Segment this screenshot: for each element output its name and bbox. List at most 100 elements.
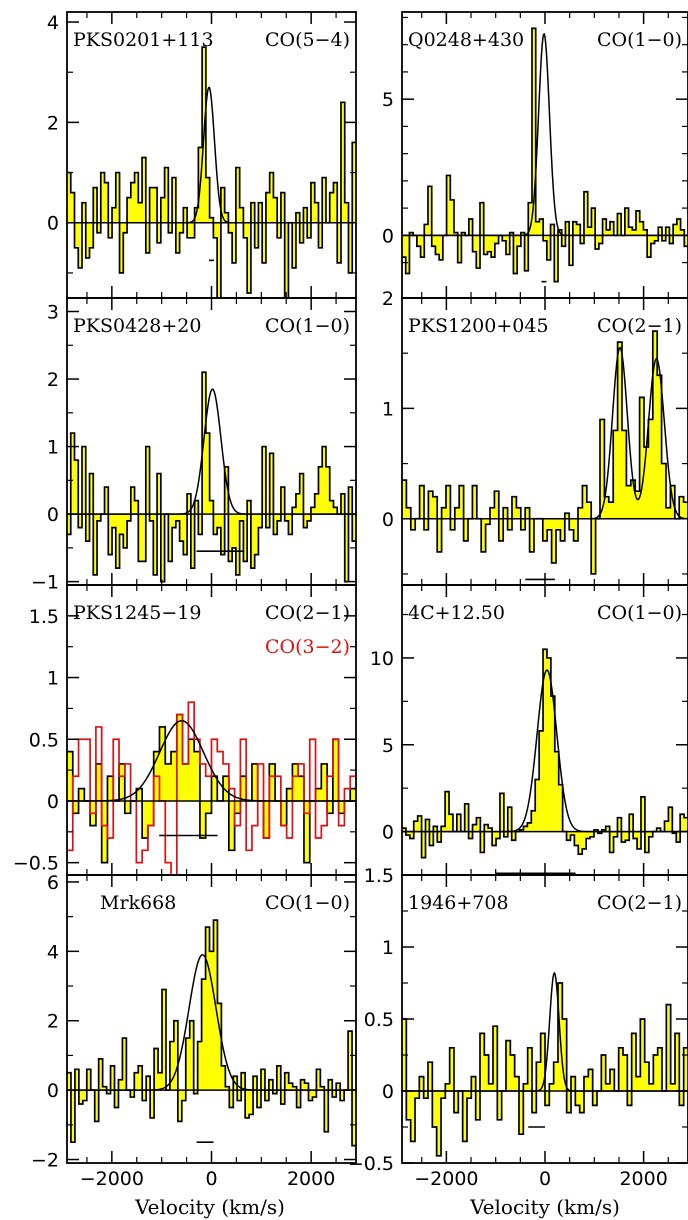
spectrum-bar — [437, 831, 442, 843]
spectrum-bar — [532, 1091, 537, 1113]
spectrum-bar — [565, 221, 570, 236]
spectrum-bar — [463, 518, 468, 541]
gaussian-fit-curve — [402, 346, 688, 520]
spectrum-bar — [194, 751, 200, 801]
spectrum-bar — [157, 222, 161, 243]
spectrum-bar — [629, 814, 634, 832]
spectrum-bar — [187, 222, 191, 238]
spectrum-bar — [617, 213, 622, 236]
spectrum-bar — [648, 831, 653, 837]
spectrum-bar — [176, 714, 183, 801]
spectrum-bar — [644, 831, 649, 853]
plot-area — [67, 46, 356, 298]
spectrum-bar — [127, 197, 131, 223]
x-tick-label: −2000 — [414, 1168, 478, 1190]
spectrum-bar — [450, 199, 454, 236]
spectrum-bar — [159, 726, 166, 801]
spectrum-bar — [158, 1072, 163, 1091]
panel-2: 0 5 Q0248+430 CO(1−0) — [382, 11, 688, 299]
spectrum-bar — [454, 232, 458, 236]
spectrum-bar — [268, 1079, 273, 1091]
spectrum-bar — [595, 235, 599, 249]
spectrum-bar — [134, 500, 139, 515]
spectrum-bar — [553, 1062, 558, 1091]
spectrum-bar — [604, 496, 609, 519]
spectrum-bar — [112, 207, 116, 223]
spectrum-bar — [292, 763, 299, 801]
spectrum-bar — [410, 518, 416, 530]
spectrum-bar — [89, 222, 94, 248]
spectrum-bar — [441, 1091, 446, 1099]
spectrum-bar — [175, 514, 180, 521]
spectrum-outline — [67, 371, 356, 583]
gaussian-fit-curve — [67, 954, 356, 1091]
spectrum-bar — [519, 829, 524, 832]
spectrum-bar — [550, 224, 555, 236]
spectrum-bar — [446, 485, 451, 519]
spectrum-bar — [115, 172, 120, 223]
spectrum-bar — [580, 235, 584, 244]
spectrum-bar — [514, 1076, 519, 1091]
x-axis-title-right: Velocity (km/s) — [469, 1195, 620, 1219]
spectrum-bar — [584, 1076, 589, 1091]
spectrum-bar — [145, 446, 150, 515]
spectrum-bar — [606, 229, 610, 236]
spectrum-bar — [154, 1048, 159, 1091]
spectrum-bar — [70, 192, 75, 223]
spectrum-bar — [578, 507, 583, 519]
spectrum-bar — [503, 831, 508, 837]
spectrum-bar — [496, 831, 500, 839]
spectrum-bar — [250, 202, 255, 223]
y-tick-label: −0.5 — [13, 853, 59, 875]
transition-label: CO(1−0) — [597, 29, 682, 51]
spectrum-bar — [637, 831, 641, 849]
spectrum-bar — [67, 1072, 71, 1091]
spectrum-outline — [402, 648, 688, 859]
spectrum-bar — [89, 473, 94, 515]
spectrum-bar — [591, 208, 596, 236]
spectrum-bar — [78, 222, 83, 268]
spectrum-bar — [654, 235, 659, 241]
spectrum-bar — [284, 1072, 289, 1091]
y-tick-label: 2 — [47, 112, 59, 134]
spectrum-bar — [456, 814, 461, 832]
spectrum-bar — [554, 751, 559, 832]
spectrum-bar — [459, 485, 464, 519]
spectrum-bar — [658, 227, 662, 236]
spectrum-bar — [67, 172, 71, 223]
spectrum-bar — [487, 235, 492, 252]
spectrum-bar — [673, 224, 677, 236]
spectrum-bar — [566, 1091, 571, 1113]
spectrum-bar — [535, 779, 540, 832]
spectrum-bar — [527, 822, 532, 832]
spectrum-bar — [623, 1055, 628, 1091]
spectrum-bar — [112, 514, 116, 528]
spectrum-bar — [520, 518, 526, 530]
spectrum-bar — [273, 514, 278, 535]
spectrum-bar — [251, 763, 258, 801]
spectrum-bar — [539, 730, 544, 832]
spectrum-bar — [535, 221, 540, 236]
spectrum-bar — [228, 222, 233, 233]
source-name-label: PKS1200+045 — [408, 315, 549, 337]
spectrum-bar — [82, 202, 86, 223]
spectrum-bar — [415, 1091, 420, 1099]
spectrum-bar — [198, 514, 203, 535]
spectrum-bar — [258, 202, 263, 223]
spectrum-bar — [582, 831, 587, 849]
spectrum-bar — [119, 514, 124, 535]
spectrum-bar — [576, 224, 581, 236]
y-tick-label: −1 — [31, 572, 59, 594]
spectrum-bar — [480, 831, 485, 853]
spectrum-bar — [525, 507, 530, 519]
spectrum-bar — [586, 502, 592, 519]
spectrum-bar — [82, 446, 86, 515]
x-axis-title-left: Velocity (km/s) — [134, 1195, 285, 1219]
spectrum-bar — [296, 1090, 301, 1108]
spectrum-bar — [547, 518, 552, 530]
spectrum-bar — [232, 514, 236, 548]
spectrum-bar — [610, 221, 614, 236]
spectrum-bar — [644, 447, 649, 519]
spectrum-bar — [586, 831, 591, 839]
spectrum-bar — [467, 1091, 472, 1099]
